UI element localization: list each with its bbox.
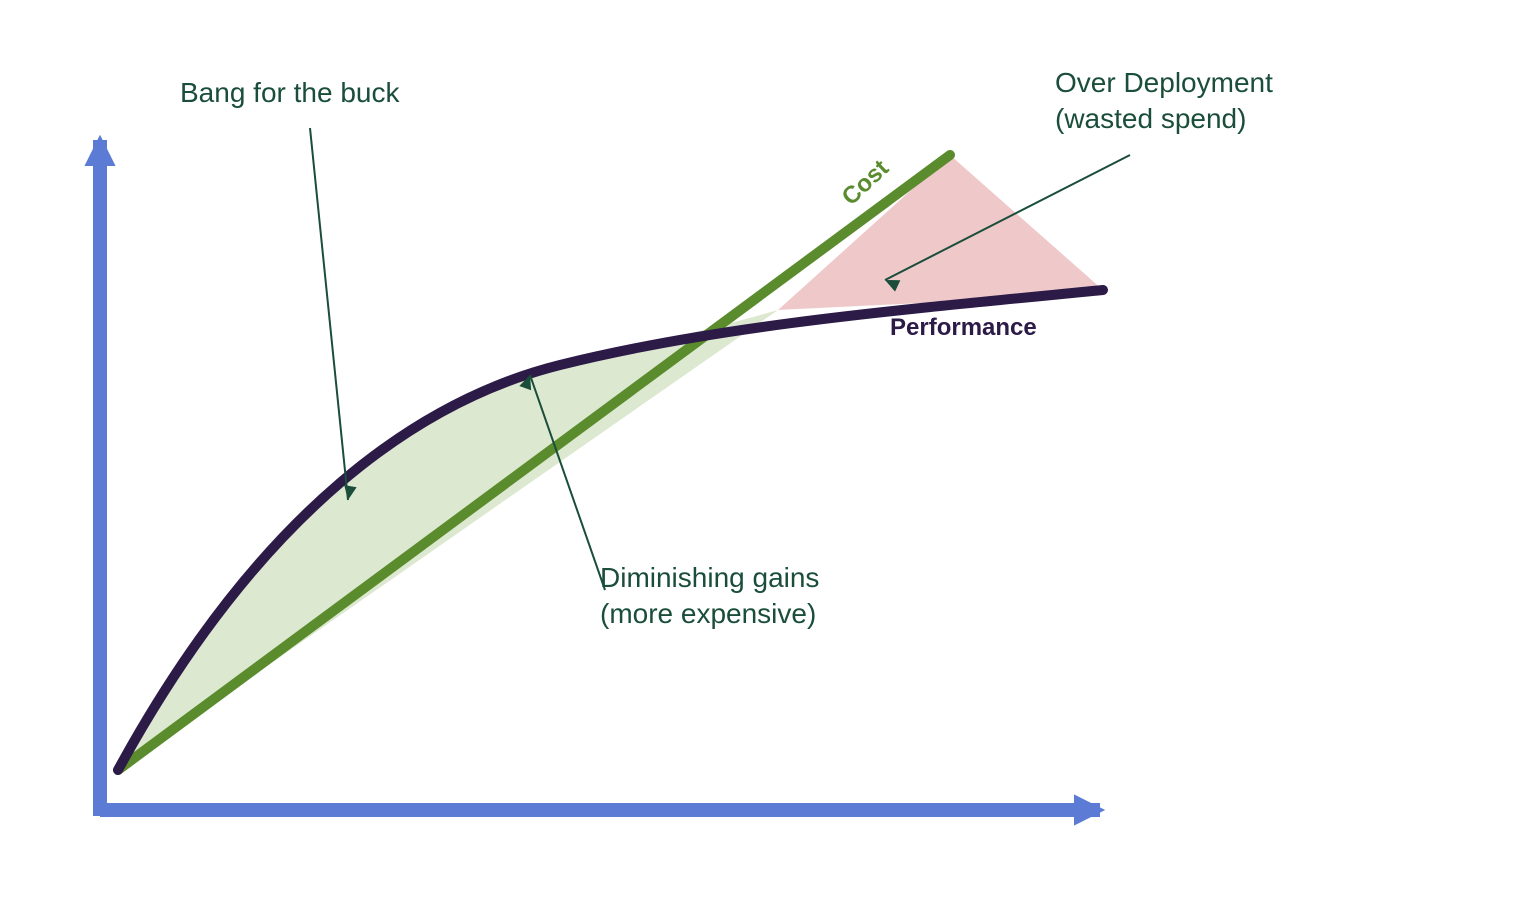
cost-line [118,155,950,770]
axis-arrowhead [84,135,115,166]
annotation-bang-leader [310,128,348,500]
annotation-over-deployment: Over Deployment (wasted spend) [1055,65,1273,138]
performance-label: Performance [890,314,1037,341]
axis-arrowhead [1074,794,1105,825]
annotation-over-line1: Over Deployment [1055,67,1273,98]
annotation-over-line2: (wasted spend) [1055,103,1246,134]
chart-container: CostPerformance Bang for the buck Dimini… [0,0,1532,920]
region-over-deployment [778,155,1103,310]
annotation-bang-for-buck: Bang for the buck [180,75,399,111]
annotation-diminishing-line2: (more expensive) [600,598,816,629]
annotation-diminishing-gains: Diminishing gains (more expensive) [600,560,819,633]
annotation-diminishing-line1: Diminishing gains [600,562,819,593]
annotation-bang-text: Bang for the buck [180,77,399,108]
chart-svg: CostPerformance [0,0,1532,920]
